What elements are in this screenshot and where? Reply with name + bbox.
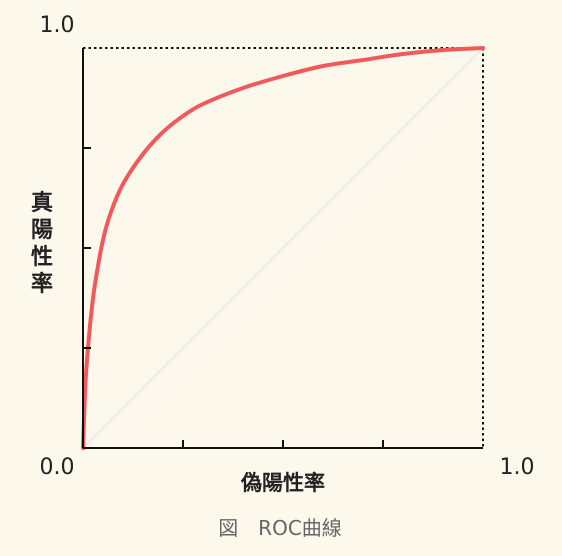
roc-curve-line [81, 46, 485, 450]
origin-label: 0.0 [40, 455, 75, 480]
diagonal-reference-line [82, 47, 484, 449]
x-max-label: 1.0 [500, 455, 535, 480]
x-axis-label: 偽陽性率 [240, 471, 325, 495]
figure-caption: 図 ROC曲線 [218, 516, 342, 540]
y-axis-label: 真陽性率 [31, 190, 53, 297]
y-max-label: 1.0 [40, 13, 75, 38]
